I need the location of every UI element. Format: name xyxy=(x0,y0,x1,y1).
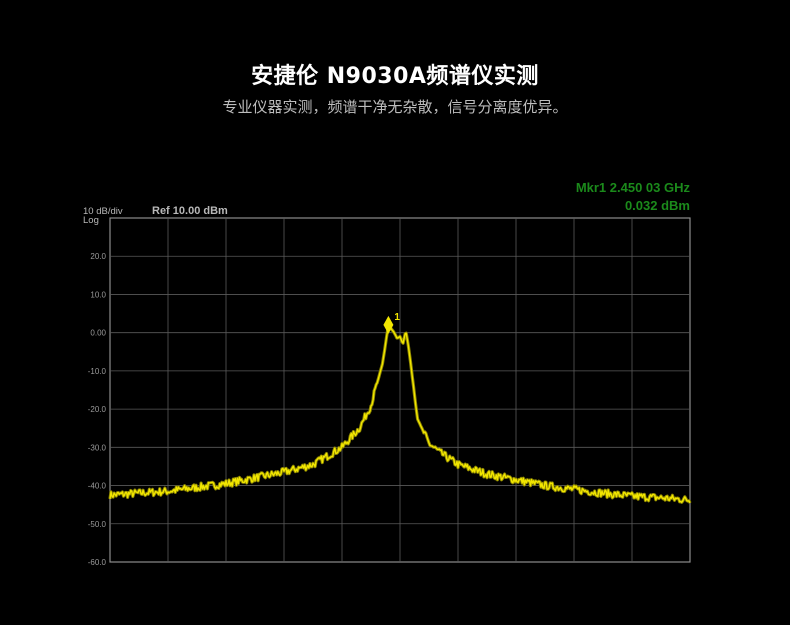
y-axis-ticks: 20.0 10.0 0.00 -10.0 -20.0 -30.0 -40.0 -50.0 -60… xyxy=(88,252,107,567)
y-tick-label: -50.0 xyxy=(88,520,107,529)
y-tick-label: -30.0 xyxy=(88,443,107,452)
reference-level-label: Ref 10.00 dBm xyxy=(152,205,228,217)
trace-line xyxy=(109,324,691,504)
marker-readout-frequency: Mkr1 2.450 03 GHz xyxy=(576,180,691,195)
spectrum-trace xyxy=(108,323,692,504)
marker-readout-level: 0.032 dBm xyxy=(625,198,690,213)
scale-type-label: Log xyxy=(83,215,99,226)
y-tick-label: 20.0 xyxy=(90,252,106,261)
page-subtitle: 专业仪器实测，频谱干净无杂散，信号分离度优异。 xyxy=(222,98,568,116)
y-tick-label: 10.0 xyxy=(90,290,106,299)
marker-number-label: 1 xyxy=(394,312,400,323)
marker-diamond xyxy=(383,315,394,334)
page-title: 安捷伦 N9030A频谱仪实测 xyxy=(251,64,539,89)
plot-grid xyxy=(109,217,691,563)
y-tick-label: -10.0 xyxy=(88,367,107,376)
scale-per-division-label: 10 dB/div xyxy=(83,206,123,217)
y-tick-label: -20.0 xyxy=(88,405,107,414)
y-tick-label: -60.0 xyxy=(88,558,107,567)
y-tick-label: 0.00 xyxy=(90,329,106,338)
y-tick-label: -40.0 xyxy=(88,482,107,491)
marker-1: 1 xyxy=(383,312,400,334)
